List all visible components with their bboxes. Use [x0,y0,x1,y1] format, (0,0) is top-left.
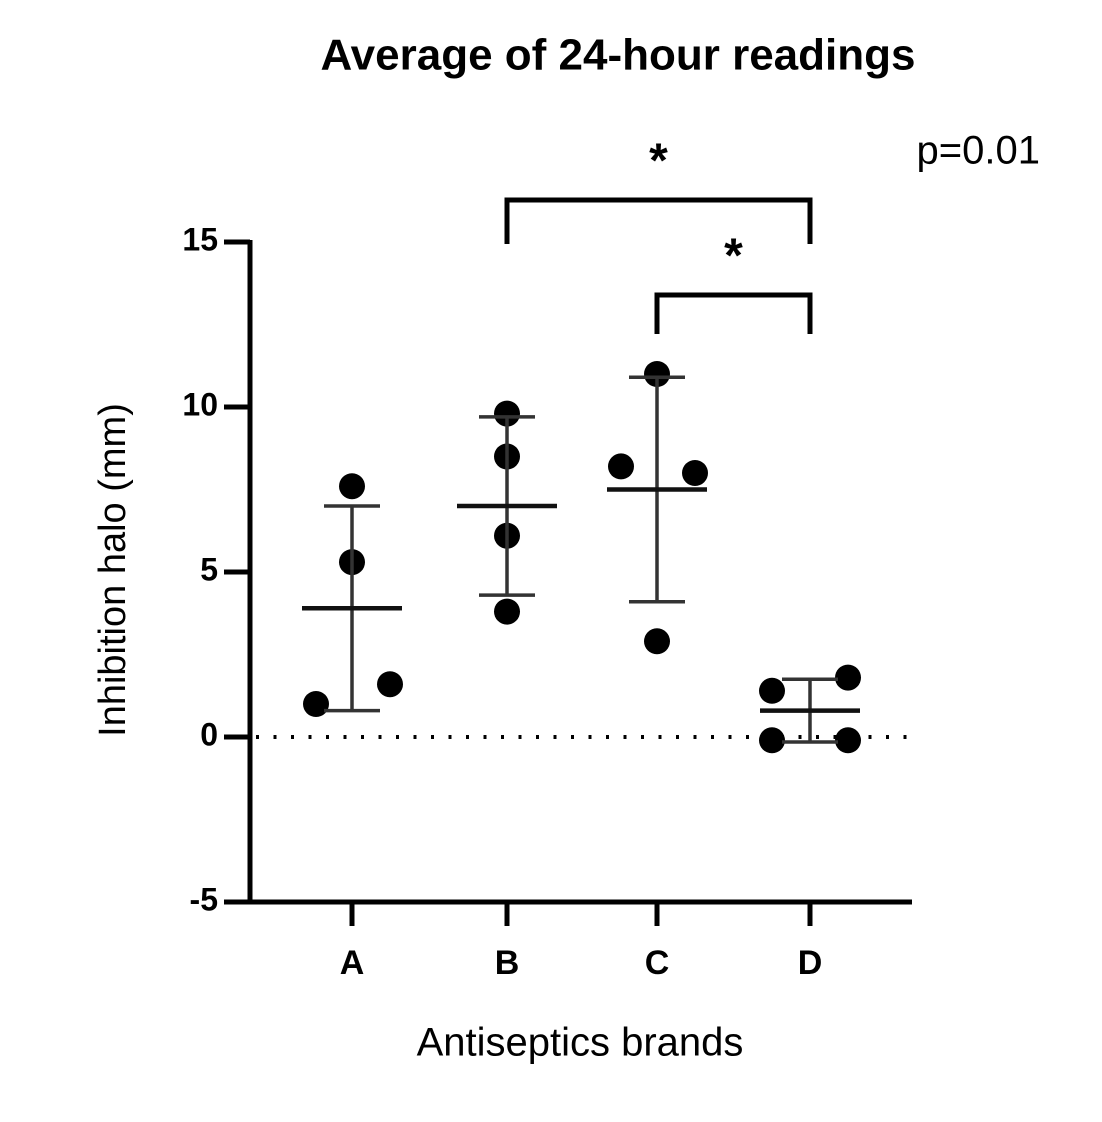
annotation: p=0.01 [917,129,1040,173]
significance-label: * [649,135,668,188]
significance-bracket [504,197,813,244]
significance-bracket [654,292,813,334]
data-point [644,628,670,655]
y-tick-label: 0 [200,716,218,752]
x-axis-label: Antiseptics brands [417,1021,744,1065]
data-point [759,727,785,754]
y-axis-label: Inhibition halo (mm) [92,403,134,737]
y-tick-label: -5 [190,881,218,917]
data-point [339,473,365,500]
data-point [835,664,861,691]
data-point [494,598,520,625]
y-tick-label: 5 [200,551,218,587]
data-point [608,453,634,480]
data-point [494,400,520,427]
data-point [835,727,861,754]
data-point [644,361,670,387]
significance-label: * [724,230,743,283]
data-point [377,671,403,698]
x-tick-label: B [495,944,520,982]
x-tick-label: A [340,944,365,982]
chart-title: Average of 24-hour readings [321,31,916,80]
y-tick-label: 10 [182,386,218,422]
y-tick-label: 15 [182,221,218,257]
data-point [682,460,708,486]
data-point [303,691,329,717]
data-point [759,677,785,704]
x-tick-label: C [645,944,670,982]
x-tick-label: D [798,944,823,982]
